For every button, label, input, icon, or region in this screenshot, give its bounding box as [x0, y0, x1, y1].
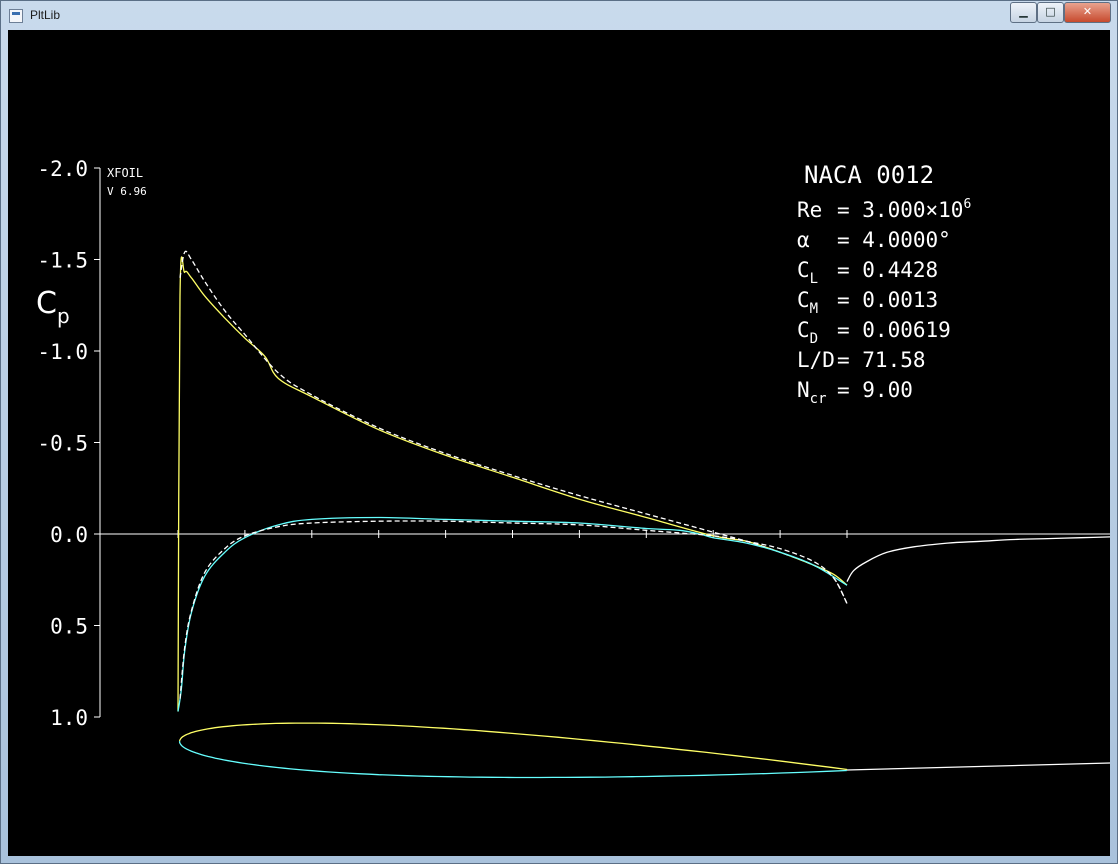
series-wake: [846, 536, 1110, 582]
wake-line: [846, 762, 1110, 771]
y-axis-label-sub: p: [57, 304, 70, 328]
param-0: Re = 3.000×106: [797, 197, 971, 222]
param-sub: M: [810, 301, 818, 317]
param-sub: L: [810, 271, 818, 287]
param-value: = 4.0000°: [837, 228, 951, 252]
param-name: L/D: [797, 348, 835, 372]
param-name: α: [797, 228, 810, 252]
close-button[interactable]: ✕: [1064, 2, 1111, 23]
cp-chart: -2.0 -1.5 -1.0 -0.5 0.0 0.5 1.0 XFOIL V 6.96 C…: [36, 157, 1110, 779]
param-name: C: [797, 258, 810, 282]
param-value: = 3.000×10: [837, 198, 963, 222]
airfoil-upper-surface: [178, 722, 848, 771]
param-4: CD = 0.00619: [797, 318, 951, 347]
series-upper: [177, 256, 848, 712]
param-name: C: [797, 318, 810, 342]
airfoil-name: NACA 0012: [804, 161, 934, 189]
y-tick-label: -1.5: [37, 249, 88, 273]
param-value: = 9.00: [837, 378, 913, 402]
param-1: α = 4.0000°: [797, 228, 951, 252]
param-6: Ncr = 9.00: [797, 378, 913, 407]
series-upper-inviscid: [179, 250, 848, 604]
param-5: L/D= 71.58: [797, 348, 926, 372]
program-name: XFOIL: [107, 166, 143, 180]
y-tick-label: 1.0: [50, 706, 88, 730]
maximize-button[interactable]: □: [1037, 2, 1064, 23]
param-value: = 71.58: [837, 348, 926, 372]
window-title: PltLib: [30, 8, 61, 22]
app-icon: [9, 9, 23, 23]
airfoil-lower-surface: [178, 741, 847, 779]
y-tick-label: -0.5: [37, 432, 88, 456]
param-2: CL = 0.4428: [797, 258, 938, 287]
y-tick-label: -1.0: [37, 340, 88, 364]
program-version: V 6.96: [107, 185, 147, 198]
airfoil-outline: [178, 722, 1110, 779]
y-axis-label: Cp: [36, 286, 70, 328]
series-lower: [177, 516, 848, 712]
param-sub: cr: [810, 391, 827, 407]
axes: -2.0 -1.5 -1.0 -0.5 0.0 0.5 1.0: [37, 157, 1110, 730]
plot-canvas: -2.0 -1.5 -1.0 -0.5 0.0 0.5 1.0 XFOIL V 6.96 C…: [8, 30, 1110, 856]
param-name: C: [797, 288, 810, 312]
param-name: N: [797, 378, 810, 402]
annotations: XFOIL V 6.96 Cp NACA 0012: [36, 161, 934, 328]
param-sup: 6: [963, 197, 971, 212]
y-axis-label-main: C: [36, 286, 57, 321]
y-tick-label: 0.5: [50, 615, 88, 639]
cp-series: [177, 250, 1110, 712]
y-tick-label: -2.0: [37, 157, 88, 181]
param-value: = 0.00619: [837, 318, 951, 342]
param-3: CM = 0.0013: [797, 288, 938, 317]
series-lower-inviscid: [179, 520, 848, 699]
param-value: = 0.0013: [837, 288, 938, 312]
title-bar[interactable]: PltLib ▁ □ ✕: [1, 1, 1117, 30]
param-value: = 0.4428: [837, 258, 938, 282]
param-sub: D: [810, 331, 818, 347]
param-name: Re: [797, 198, 822, 222]
y-tick-label: 0.0: [50, 523, 88, 547]
minimize-button[interactable]: ▁: [1010, 2, 1037, 23]
